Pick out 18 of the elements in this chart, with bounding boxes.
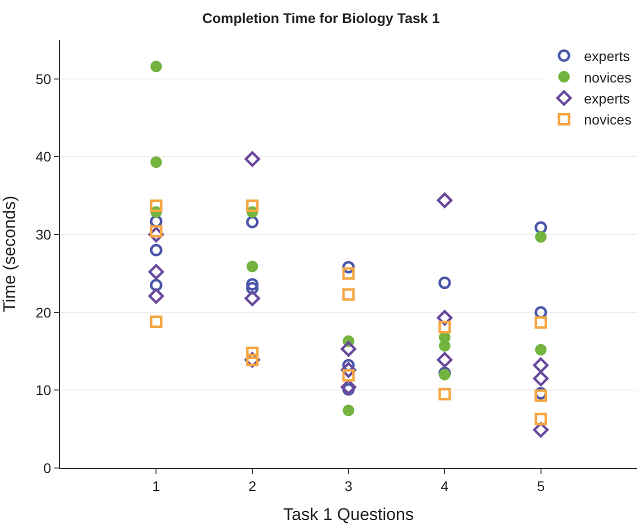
x-tick-label: 2 bbox=[248, 478, 256, 494]
y-tick-label: 40 bbox=[36, 148, 52, 165]
legend-label: experts bbox=[584, 90, 630, 106]
chart-title: Completion Time for Biology Task 1 bbox=[202, 10, 440, 26]
x-tick-label: 4 bbox=[440, 478, 449, 494]
x-axis-title: Task 1 Questions bbox=[283, 505, 414, 524]
legend-label: novices bbox=[584, 69, 632, 86]
legend-label: novices bbox=[584, 112, 632, 128]
x-tick-label: 5 bbox=[536, 478, 545, 494]
y-tick-label: 10 bbox=[36, 382, 52, 398]
y-tick-label: 0 bbox=[43, 460, 52, 476]
y-tick-label: 20 bbox=[36, 304, 52, 320]
x-tick-label: 1 bbox=[152, 478, 160, 494]
legend-label: experts bbox=[584, 48, 630, 64]
y-axis-title: Time (seconds) bbox=[0, 196, 20, 312]
y-tick-label: 30 bbox=[36, 226, 52, 242]
y-tick-label: 50 bbox=[36, 70, 52, 87]
x-tick-label: 3 bbox=[344, 478, 353, 494]
